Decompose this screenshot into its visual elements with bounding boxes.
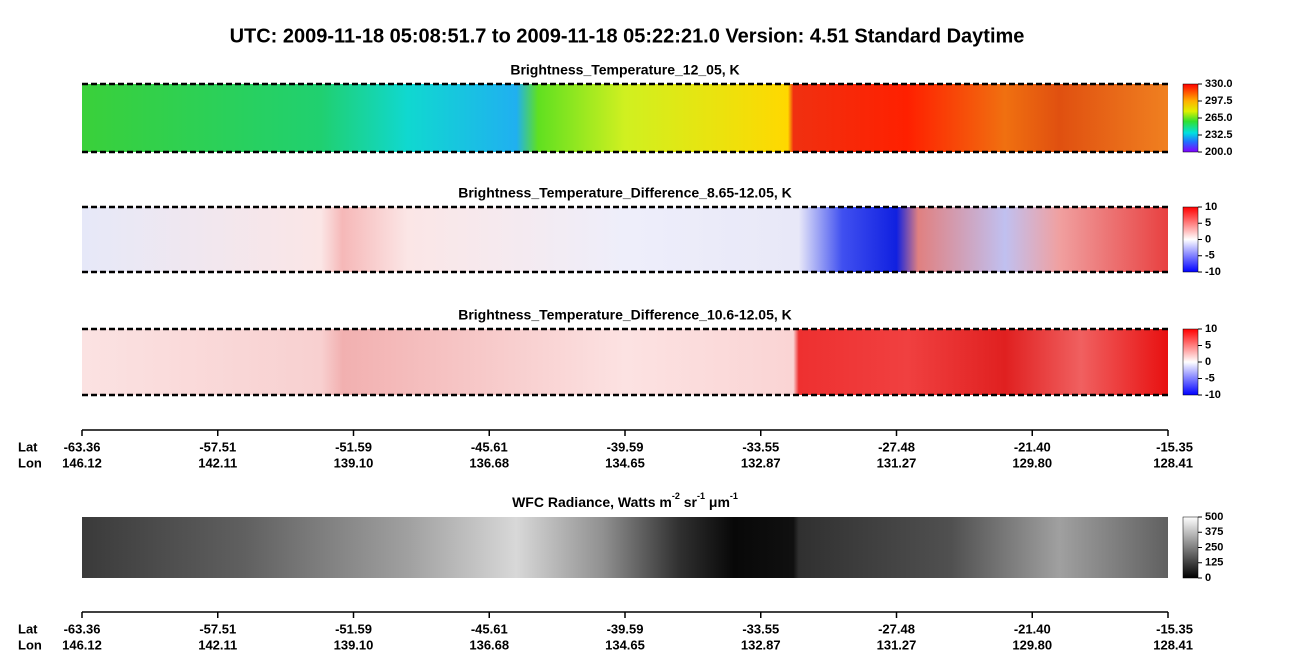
lat-tick-label: -27.48 <box>878 439 915 454</box>
lon-tick-label: 146.12 <box>62 637 102 652</box>
lon-tick-label: 131.27 <box>877 637 917 652</box>
colorbar <box>1182 83 1199 153</box>
colorbar-tick-label: 297.5 <box>1205 95 1233 107</box>
lat-tick-label: -57.51 <box>199 439 236 454</box>
title-part: -2 <box>672 491 680 501</box>
colorbar <box>1182 206 1199 273</box>
colorbar-tick-label: 10 <box>1205 323 1217 335</box>
image-strip <box>82 329 1168 395</box>
lon-tick-label: 142.11 <box>198 637 237 652</box>
lat-tick-label: -27.48 <box>878 621 915 636</box>
lat-tick-label: -15.35 <box>1156 439 1193 454</box>
colorbar <box>1182 516 1199 579</box>
colorbar-tick-label: 5 <box>1205 217 1211 229</box>
title-part: μm <box>705 494 730 510</box>
lon-tick-label: 136.68 <box>469 455 509 470</box>
lat-tick-label: -15.35 <box>1156 621 1193 636</box>
lat-tick-label: -45.61 <box>471 621 508 636</box>
colorbar-tick-label: 200.0 <box>1205 146 1233 158</box>
image-strip <box>82 84 1168 152</box>
colorbar-tick-label: 0 <box>1205 356 1211 368</box>
lon-tick-label: 136.68 <box>469 637 509 652</box>
colorbar-tick-label: -5 <box>1205 372 1215 384</box>
panel-title: WFC Radiance, Watts m-2 sr-1 μm-1 <box>512 491 738 509</box>
lon-label: Lon <box>18 637 42 652</box>
lat-tick-label: -51.59 <box>335 621 372 636</box>
lat-label: Lat <box>18 439 38 454</box>
lon-tick-label: 132.87 <box>741 637 781 652</box>
colorbar-tick-label: 232.5 <box>1205 129 1233 141</box>
lon-tick-label: 139.10 <box>334 455 374 470</box>
colorbar <box>1182 328 1199 396</box>
lat-tick-label: -21.40 <box>1014 439 1051 454</box>
colorbar-tick-label: -5 <box>1205 250 1215 262</box>
lat-tick-label: -63.36 <box>64 439 101 454</box>
lat-tick-label: -33.55 <box>742 621 779 636</box>
lat-tick-label: -39.59 <box>607 439 644 454</box>
colorbar-tick-label: 0 <box>1205 572 1211 584</box>
lat-tick-label: -39.59 <box>607 621 644 636</box>
panel-title: Brightness_Temperature_Difference_10.6-1… <box>458 307 792 323</box>
colorbar-tick-label: 0 <box>1205 233 1211 245</box>
figure-title: UTC: 2009-11-18 05:08:51.7 to 2009-11-18… <box>230 25 1025 47</box>
colorbar-tick-label: 250 <box>1205 541 1223 553</box>
colorbar-tick-label: 10 <box>1205 201 1217 213</box>
lon-tick-label: 131.27 <box>877 455 917 470</box>
lat-tick-label: -63.36 <box>64 621 101 636</box>
lon-tick-label: 142.11 <box>198 455 237 470</box>
lat-tick-label: -21.40 <box>1014 621 1051 636</box>
lat-tick-label: -57.51 <box>199 621 236 636</box>
lon-tick-label: 128.41 <box>1153 637 1193 652</box>
colorbar-tick-label: 265.0 <box>1205 112 1233 124</box>
colorbar-tick-label: 500 <box>1205 511 1223 523</box>
lon-label: Lon <box>18 455 42 470</box>
colorbar-tick-label: 375 <box>1205 526 1223 538</box>
colorbar-tick-label: -10 <box>1205 389 1221 401</box>
title-part: -1 <box>697 491 705 501</box>
lat-tick-label: -33.55 <box>742 439 779 454</box>
lat-tick-label: -45.61 <box>471 439 508 454</box>
lon-tick-label: 129.80 <box>1012 637 1052 652</box>
lon-tick-label: 128.41 <box>1153 455 1193 470</box>
colorbar-tick-label: 125 <box>1205 557 1223 569</box>
lon-tick-label: 132.87 <box>741 455 781 470</box>
image-strip <box>82 207 1168 272</box>
panel-title: Brightness_Temperature_Difference_8.65-1… <box>458 185 792 201</box>
title-part: sr <box>680 494 698 510</box>
lon-tick-label: 134.65 <box>605 455 645 470</box>
lon-tick-label: 139.10 <box>334 637 374 652</box>
lon-tick-label: 129.80 <box>1012 455 1052 470</box>
title-part: -1 <box>730 491 738 501</box>
lon-tick-label: 146.12 <box>62 455 102 470</box>
strip-borders <box>82 82 1168 397</box>
lon-tick-label: 134.65 <box>605 637 645 652</box>
lat-label: Lat <box>18 621 38 636</box>
title-part: WFC Radiance, Watts m <box>512 494 672 510</box>
panel-title: Brightness_Temperature_12_05, K <box>510 62 739 78</box>
image-strip <box>82 517 1168 578</box>
colorbar-tick-label: 330.0 <box>1205 78 1233 90</box>
colorbar-tick-label: -10 <box>1205 266 1221 278</box>
colorbar-tick-label: 5 <box>1205 339 1211 351</box>
lat-tick-label: -51.59 <box>335 439 372 454</box>
